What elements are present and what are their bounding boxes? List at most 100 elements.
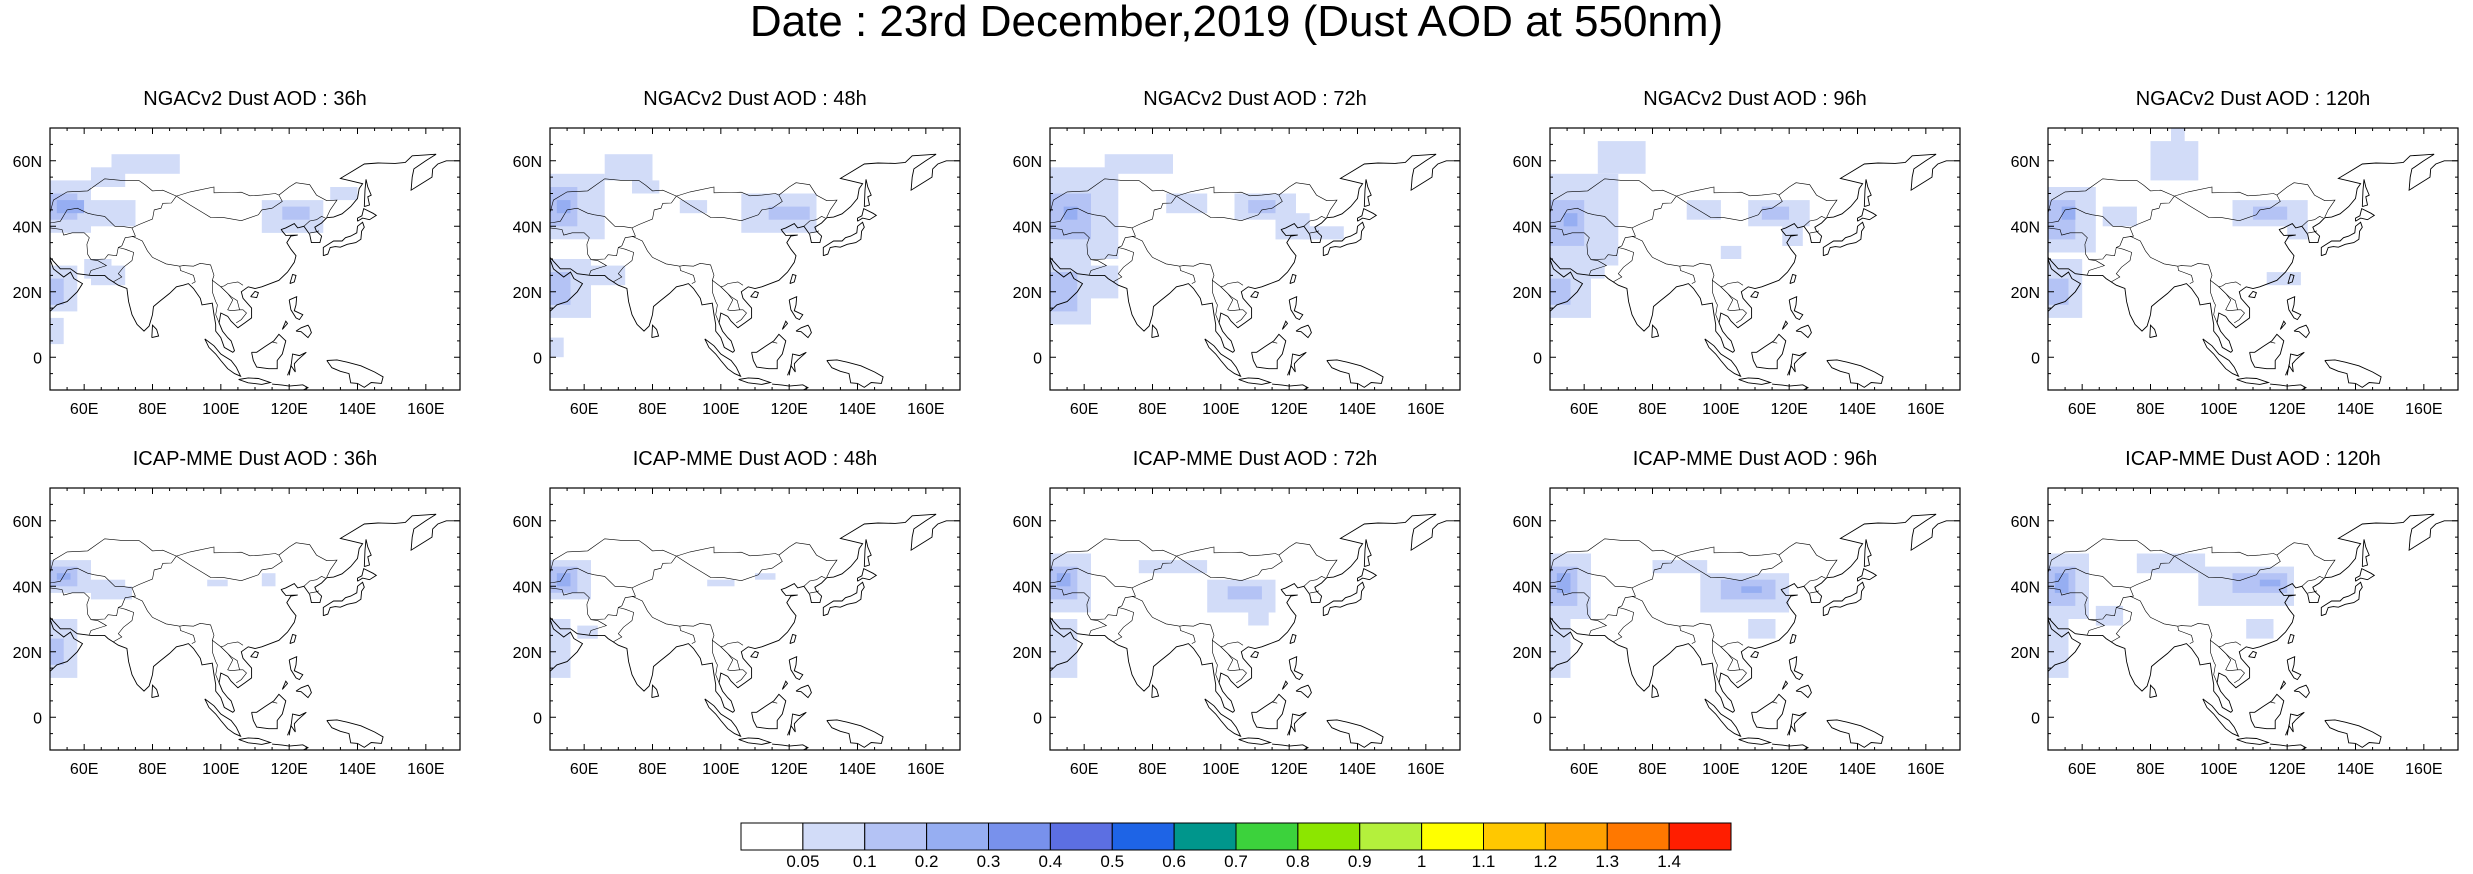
dust-aod-cell xyxy=(2048,278,2069,305)
lon-tick-label: 160E xyxy=(2405,401,2442,418)
country-border xyxy=(1212,640,1220,684)
country-border xyxy=(1050,567,1136,621)
country-border xyxy=(613,247,635,283)
dust-aod-cell xyxy=(1248,612,1269,626)
coastline xyxy=(1238,737,1273,745)
coastline xyxy=(288,295,304,321)
coastline xyxy=(1204,338,1242,378)
country-border xyxy=(1131,235,1244,288)
country-border xyxy=(712,640,720,684)
country-border xyxy=(1712,640,1720,684)
colorbar-box xyxy=(1235,822,1299,851)
country-border xyxy=(1050,207,1136,261)
dust-aod-cell xyxy=(50,317,64,345)
country-border xyxy=(679,626,696,644)
coastline xyxy=(1281,680,1289,690)
country-border xyxy=(2129,555,2175,589)
coastline xyxy=(787,711,807,736)
lon-tick-label: 80E xyxy=(2136,401,2164,418)
dust-aod-cell xyxy=(2253,206,2288,220)
coastline xyxy=(287,711,307,736)
dust-aod-cell xyxy=(2287,226,2308,240)
map-panel: ICAP-MME Dust AOD : 36h 60E 80E 100E 120E 140… xyxy=(0,448,480,806)
coastline xyxy=(2048,258,2082,312)
coastline xyxy=(2149,324,2158,339)
lat-tick-label: 60N xyxy=(13,154,42,171)
lat-tick-label: 0 xyxy=(533,710,542,727)
coastline xyxy=(1272,743,1309,750)
lat-tick-label: 0 xyxy=(2031,710,2040,727)
dust-aod-cell xyxy=(2136,553,2206,574)
coastline xyxy=(289,633,297,645)
coastline xyxy=(2286,655,2302,681)
map-panel: ICAP-MME Dust AOD : 72h 60E 80E 100E 120E 140… xyxy=(1000,448,1480,806)
country-border xyxy=(550,178,838,222)
country-border xyxy=(1809,590,1820,594)
coastline xyxy=(251,333,287,370)
country-border xyxy=(1131,195,1177,229)
coastline xyxy=(151,324,160,339)
country-border xyxy=(803,216,826,227)
coastline xyxy=(1363,539,1372,568)
panel-title: ICAP-MME Dust AOD : 72h xyxy=(1132,448,1378,470)
lon-tick-label: 80E xyxy=(1138,401,1166,418)
coastline xyxy=(1781,320,1789,330)
coastline xyxy=(2249,693,2285,730)
colorbar-label: 0.4 xyxy=(1038,852,1063,871)
dust-aod-cell xyxy=(1091,265,1119,299)
lon-tick-label: 140E xyxy=(2337,761,2374,778)
country-border xyxy=(720,646,740,672)
lon-tick-label: 60E xyxy=(1570,761,1598,778)
lon-tick-label: 160E xyxy=(407,401,444,418)
country-border xyxy=(1772,341,1778,344)
lat-tick-label: 40N xyxy=(1513,579,1542,596)
country-border xyxy=(1679,266,1696,284)
country-border xyxy=(303,576,326,587)
country-border xyxy=(2048,207,2134,261)
coastline xyxy=(863,539,872,568)
coastline xyxy=(1287,711,1307,736)
lon-tick-label: 100E xyxy=(202,761,239,778)
lat-tick-label: 0 xyxy=(1033,350,1042,367)
lon-tick-label: 160E xyxy=(407,761,444,778)
lat-tick-label: 40N xyxy=(1013,579,1042,596)
lat-tick-label: 40N xyxy=(1513,219,1542,236)
colorbar-label: 0.7 xyxy=(1224,852,1248,871)
coastline xyxy=(326,719,384,748)
coastline xyxy=(2293,324,2310,339)
coastline xyxy=(1550,258,1584,312)
coastline xyxy=(738,737,773,745)
lat-tick-label: 60N xyxy=(13,514,42,531)
coastline xyxy=(822,581,865,617)
panel-title: NGACv2 Dust AOD : 72h xyxy=(1143,88,1367,110)
country-border xyxy=(1220,286,1247,324)
panel-title: NGACv2 Dust AOD : 120h xyxy=(2135,88,2371,110)
country-border xyxy=(2111,607,2133,643)
coastline xyxy=(1322,221,1365,257)
lat-tick-label: 0 xyxy=(2031,350,2040,367)
coastline xyxy=(322,221,365,257)
coastline xyxy=(550,618,584,672)
lon-tick-label: 160E xyxy=(907,401,944,418)
dust-aod-cell xyxy=(1563,259,1605,279)
lon-tick-label: 60E xyxy=(70,761,98,778)
country-border xyxy=(2210,640,2218,684)
coastline xyxy=(238,377,273,385)
coastline xyxy=(1822,581,1865,617)
coastline xyxy=(1550,153,1960,353)
dust-aod-cell xyxy=(2048,619,2069,678)
coastline xyxy=(204,338,242,378)
coastline xyxy=(772,743,809,750)
colorbar-box xyxy=(1606,822,1670,851)
coastline xyxy=(50,153,460,353)
country-border xyxy=(2301,576,2324,587)
lon-tick-label: 160E xyxy=(1407,401,1444,418)
coastline xyxy=(2324,359,2382,388)
coastline xyxy=(704,698,742,738)
lon-tick-label: 80E xyxy=(138,761,166,778)
coastline xyxy=(1288,295,1304,321)
dust-aod-cell xyxy=(50,278,64,305)
country-border xyxy=(2177,626,2194,644)
coastline xyxy=(1250,650,1259,659)
lon-tick-label: 120E xyxy=(2268,401,2305,418)
